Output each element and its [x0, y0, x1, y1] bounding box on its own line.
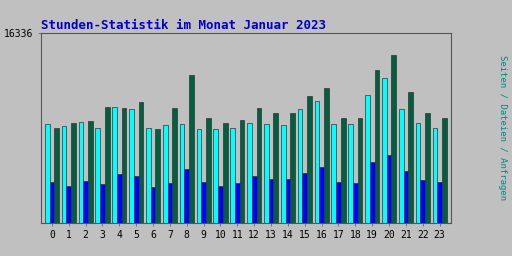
Bar [331, 124, 336, 223]
Bar [100, 185, 105, 223]
Bar [408, 92, 413, 223]
Bar [420, 180, 425, 223]
Bar [387, 155, 391, 223]
Bar [269, 179, 273, 223]
Bar [348, 124, 353, 223]
Bar [247, 123, 252, 223]
Bar [67, 186, 71, 223]
Bar [151, 187, 156, 223]
Bar [437, 182, 442, 223]
Bar [180, 124, 184, 223]
Bar [235, 183, 240, 223]
Text: Seiten / Dateien / Anfragen: Seiten / Dateien / Anfragen [498, 56, 507, 200]
Bar [324, 88, 329, 223]
Bar [416, 123, 420, 223]
Bar [88, 121, 93, 223]
Bar [252, 176, 257, 223]
Bar [122, 108, 126, 223]
Bar [297, 109, 303, 223]
Bar [71, 123, 76, 223]
Bar [83, 181, 88, 223]
Bar [303, 173, 307, 223]
Bar [425, 113, 430, 223]
Bar [129, 109, 134, 223]
Bar [264, 124, 269, 223]
Bar [365, 95, 370, 223]
Bar [257, 108, 261, 223]
Bar [399, 109, 403, 223]
Bar [230, 128, 235, 223]
Bar [184, 169, 189, 223]
Bar [273, 113, 278, 223]
Bar [286, 179, 290, 223]
Bar [95, 128, 100, 223]
Bar [146, 128, 151, 223]
Bar [50, 182, 54, 223]
Bar [201, 182, 206, 223]
Bar [353, 183, 358, 223]
Bar [45, 124, 50, 223]
Bar [54, 128, 59, 223]
Bar [375, 70, 379, 223]
Bar [218, 186, 223, 223]
Bar [403, 170, 408, 223]
Bar [307, 96, 312, 223]
Bar [172, 108, 177, 223]
Bar [206, 118, 211, 223]
Bar [112, 107, 117, 223]
Bar [139, 102, 143, 223]
Bar [281, 125, 286, 223]
Bar [358, 118, 362, 223]
Bar [189, 76, 194, 223]
Bar [391, 55, 396, 223]
Bar [240, 120, 244, 223]
Bar [382, 78, 387, 223]
Bar [78, 122, 83, 223]
Bar [117, 174, 122, 223]
Bar [433, 128, 437, 223]
Bar [105, 107, 110, 223]
Bar [341, 118, 346, 223]
Bar [214, 129, 218, 223]
Bar [223, 123, 227, 223]
Bar [442, 118, 446, 223]
Bar [336, 182, 341, 223]
Bar [319, 167, 324, 223]
Bar [314, 101, 319, 223]
Bar [61, 126, 67, 223]
Bar [134, 176, 139, 223]
Bar [163, 125, 167, 223]
Bar [167, 183, 172, 223]
Bar [370, 162, 375, 223]
Text: Stunden-Statistik im Monat Januar 2023: Stunden-Statistik im Monat Januar 2023 [41, 19, 326, 32]
Bar [156, 129, 160, 223]
Bar [290, 113, 295, 223]
Bar [197, 129, 201, 223]
